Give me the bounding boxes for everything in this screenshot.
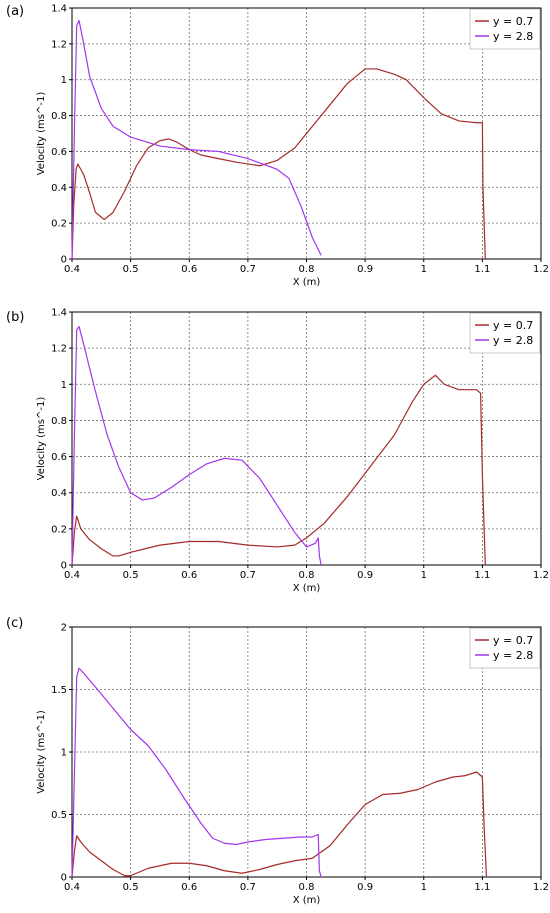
y-tick-label: 1 xyxy=(61,748,67,759)
legend: y = 0.7 y = 2.8 xyxy=(469,627,541,669)
x-tick-label: 0.5 xyxy=(123,264,139,275)
x-axis-label: X (m) xyxy=(293,277,321,288)
y-axis-label: Velocity (ms^-1) xyxy=(36,710,47,794)
legend-label-1: y = 0.7 xyxy=(493,15,533,28)
series-line-2 xyxy=(71,667,322,878)
y-tick-label: 1.2 xyxy=(51,344,67,355)
y-tick-label: 1 xyxy=(61,380,67,391)
x-tick-label: 1 xyxy=(421,882,427,893)
legend-box xyxy=(469,312,541,354)
x-tick-label: 0.6 xyxy=(181,882,197,893)
y-tick-label: 0.4 xyxy=(51,183,67,194)
x-tick-label: 1.1 xyxy=(474,882,490,893)
legend-box xyxy=(469,627,541,669)
x-tick-label: 0.6 xyxy=(181,264,197,275)
x-tick-label: 1.2 xyxy=(533,882,549,893)
legend-label-2: y = 2.8 xyxy=(493,334,533,347)
panel-label: (b) xyxy=(6,310,24,325)
y-tick-label: 0.8 xyxy=(51,416,67,427)
series-line-1 xyxy=(71,374,486,566)
x-tick-label: 0.9 xyxy=(357,570,373,581)
x-tick-label: 0.7 xyxy=(240,570,256,581)
x-tick-label: 0.4 xyxy=(64,570,80,581)
legend: y = 0.7 y = 2.8 xyxy=(469,8,541,50)
panel-label: (a) xyxy=(6,4,24,19)
y-tick-label: 1.2 xyxy=(51,39,67,50)
panel-label: (c) xyxy=(6,616,23,631)
y-tick-label: 0.5 xyxy=(51,810,67,821)
series-line-1 xyxy=(71,771,488,878)
y-tick-label: 1.4 xyxy=(51,4,67,15)
x-tick-label: 1 xyxy=(421,264,427,275)
y-tick-label: 1.5 xyxy=(51,685,67,696)
chart-panel-2: (b) 0.4 0.5 0.6 0.7 0.8 0.9 1 1.1 1.2 0 0.2 0.4 0.6 0.… xyxy=(6,308,549,595)
x-tick-label: 0.5 xyxy=(123,882,139,893)
series-line-1 xyxy=(71,68,486,260)
x-tick-label: 1.1 xyxy=(474,264,490,275)
y-tick-label: 1.4 xyxy=(51,308,67,319)
series-line-2 xyxy=(71,19,322,260)
y-tick-label: 1 xyxy=(61,75,67,86)
y-tick-label: 0 xyxy=(61,561,67,572)
y-tick-label: 0.6 xyxy=(51,452,67,463)
series-line-2 xyxy=(71,325,322,566)
legend-label-1: y = 0.7 xyxy=(493,319,533,332)
legend-label-2: y = 2.8 xyxy=(493,649,533,662)
x-tick-label: 0.8 xyxy=(299,882,315,893)
x-tick-label: 0.6 xyxy=(181,570,197,581)
x-tick-label: 1.1 xyxy=(474,570,490,581)
y-tick-label: 0.6 xyxy=(51,147,67,158)
y-tick-label: 0.2 xyxy=(51,219,67,230)
x-tick-label: 1.2 xyxy=(533,264,549,275)
x-tick-label: 0.9 xyxy=(357,264,373,275)
x-tick-label: 1 xyxy=(421,570,427,581)
x-axis-label: X (m) xyxy=(293,583,321,594)
y-tick-label: 0.8 xyxy=(51,111,67,122)
y-tick-label: 2 xyxy=(61,623,67,634)
x-tick-label: 0.4 xyxy=(64,882,80,893)
x-tick-label: 0.5 xyxy=(123,570,139,581)
y-tick-label: 0 xyxy=(61,255,67,266)
y-axis-label: Velocity (ms^-1) xyxy=(36,92,47,176)
x-axis-label: X (m) xyxy=(293,895,321,906)
y-tick-label: 0.2 xyxy=(51,524,67,535)
x-tick-label: 0.7 xyxy=(240,882,256,893)
x-tick-label: 0.8 xyxy=(299,264,315,275)
x-tick-label: 0.9 xyxy=(357,882,373,893)
legend-label-2: y = 2.8 xyxy=(493,30,533,43)
x-tick-label: 1.2 xyxy=(533,570,549,581)
x-tick-label: 0.8 xyxy=(299,570,315,581)
y-tick-label: 0.4 xyxy=(51,488,67,499)
legend: y = 0.7 y = 2.8 xyxy=(469,312,541,354)
chart-panel-1: (a) 0.4 0.5 0.6 0.7 0.8 0.9 1 1.1 1.2 0 0.2 0.4 0.6 0.… xyxy=(6,4,549,289)
legend-box xyxy=(469,8,541,50)
x-tick-label: 0.4 xyxy=(64,264,80,275)
legend-label-1: y = 0.7 xyxy=(493,634,533,647)
x-tick-label: 0.7 xyxy=(240,264,256,275)
y-tick-label: 0 xyxy=(61,873,67,884)
chart-panel-3: (c) 0.4 0.5 0.6 0.7 0.8 0.9 1 1.1 1.2 0 0.5 1 1.5 2 X (… xyxy=(6,616,549,906)
y-axis-label: Velocity (ms^-1) xyxy=(36,397,47,481)
